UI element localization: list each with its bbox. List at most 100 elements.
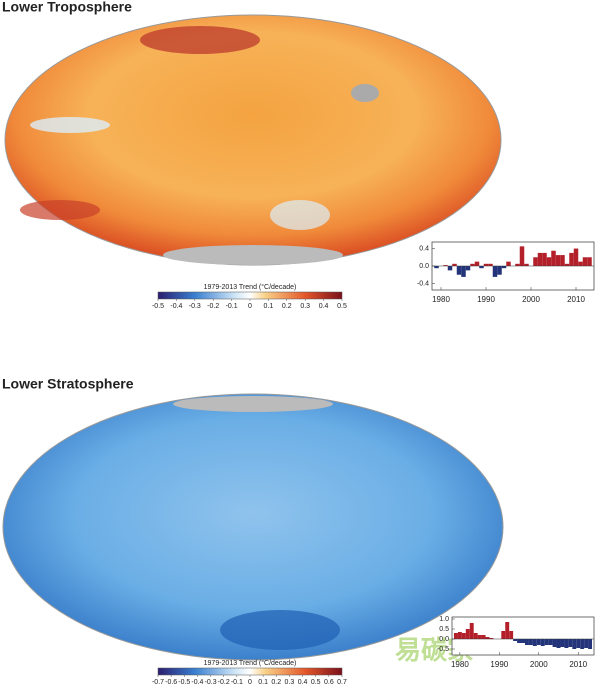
anomaly-bar <box>580 639 585 649</box>
y-tick-label: 1.0 <box>439 616 449 623</box>
anomaly-bar <box>465 266 471 271</box>
colorbar-tick-label: -0.6 <box>165 679 177 686</box>
anomaly-bar <box>546 257 552 266</box>
anomaly-bar <box>501 631 506 639</box>
colorbar-tick-label: -0.2 <box>207 303 219 310</box>
colorbar <box>157 667 343 676</box>
colorbar-tick-label: -0.4 <box>170 303 182 310</box>
anomaly-bar <box>505 622 510 639</box>
anomaly-bar <box>488 263 493 266</box>
anomaly-bar <box>453 633 458 639</box>
colorbar-tick-label: 0.4 <box>319 303 329 310</box>
anomaly-bar <box>469 623 474 639</box>
colorbar-tick-label: 0.4 <box>298 679 308 686</box>
anomaly-bar <box>528 639 533 645</box>
y-tick-label: 0.5 <box>439 626 449 633</box>
map-stratosphere <box>2 393 504 661</box>
anomaly-bar <box>481 635 486 639</box>
colorbar-tick-label: -0.3 <box>189 303 201 310</box>
colorbar-tick-label: 0.7 <box>337 679 347 686</box>
anomaly-bar <box>485 637 490 639</box>
anomaly-bar <box>497 266 502 275</box>
anomaly-bar <box>552 639 557 647</box>
anomaly-bar <box>584 639 589 648</box>
anomaly-bar <box>479 266 484 269</box>
anomaly-bar <box>548 639 553 645</box>
anomaly-bar <box>457 632 462 639</box>
anomaly-bar <box>578 261 583 266</box>
colorbar-tick-label: -0.1 <box>231 679 243 686</box>
x-tick-label: 1980 <box>432 295 450 304</box>
colorbar-tick-label: -0.1 <box>226 303 238 310</box>
x-tick-label: 1990 <box>490 660 508 669</box>
colorbar-tick-label: 0.5 <box>311 679 321 686</box>
anomaly-bar <box>473 633 478 639</box>
anomaly-bar <box>564 263 570 266</box>
colorbar-tick-label: 0.1 <box>264 303 274 310</box>
colorbar <box>157 291 343 300</box>
anomaly-bar <box>452 263 457 266</box>
colorbar-tick-label: 0.5 <box>337 303 347 310</box>
y-tick-label: 0.4 <box>419 245 429 252</box>
anomaly-bar <box>551 250 556 266</box>
anomaly-bar <box>456 266 462 275</box>
x-tick-label: 2000 <box>530 660 548 669</box>
anomaly-bar <box>564 639 569 648</box>
anomaly-bar <box>513 639 518 641</box>
anomaly-bar <box>533 257 538 266</box>
colorbar-tick-label: -0.4 <box>191 679 203 686</box>
colorbar-tick-label: 0.2 <box>282 303 292 310</box>
anomaly-bar <box>474 261 480 266</box>
colorbar-label: 1979-2013 Trend (°C/decade) <box>204 283 297 291</box>
anomaly-bar <box>434 266 439 269</box>
anomaly-bar <box>569 252 574 266</box>
anomaly-bar <box>588 639 593 649</box>
anomaly-bar <box>537 252 543 266</box>
anomaly-bar <box>492 266 498 277</box>
anomaly-bar <box>572 639 577 649</box>
anomaly-bar <box>587 257 592 266</box>
anomaly-bar <box>556 639 561 648</box>
anomaly-bar <box>582 257 588 266</box>
anomaly-bar <box>568 639 573 647</box>
y-tick-label: 0.0 <box>419 263 429 270</box>
anomaly-bar <box>483 263 489 266</box>
anomaly-bar <box>465 629 470 639</box>
anomaly-bar <box>477 635 482 639</box>
anomaly-bar <box>461 633 466 639</box>
colorbar-tick-label: -0.7 <box>152 679 164 686</box>
anomaly-bar <box>509 631 514 639</box>
y-tick-label: 0.0 <box>439 636 449 643</box>
anomaly-bar <box>576 639 581 648</box>
anomaly-bar <box>443 265 448 266</box>
y-tick-label: -0.4 <box>417 280 429 287</box>
anomaly-bar <box>461 266 466 277</box>
colorbar-label: 1979-2013 Trend (°C/decade) <box>204 659 297 667</box>
anomaly-bar <box>560 255 565 266</box>
anomaly-bar <box>517 639 522 643</box>
anomaly-bar <box>524 639 529 645</box>
anomaly-bar <box>501 266 507 269</box>
colorbar-tick-label: -0.2 <box>218 679 230 686</box>
anomaly-bar <box>447 266 453 271</box>
anomaly-bar <box>506 261 511 266</box>
anomaly-bar <box>573 248 579 266</box>
colorbar-tick-label: 0.3 <box>300 303 310 310</box>
panel-title: Lower Stratosphere <box>2 376 134 392</box>
colorbar-tick-label: 0.3 <box>285 679 295 686</box>
anomaly-bar <box>536 639 541 645</box>
x-tick-label: 1990 <box>477 295 495 304</box>
colorbar-tick-label: 0 <box>248 679 252 686</box>
colorbar-tick-label: 0.2 <box>271 679 281 686</box>
anomaly-bar <box>544 639 549 645</box>
x-tick-label: 1980 <box>451 660 469 669</box>
map-troposphere <box>4 14 502 266</box>
anomaly-bar <box>470 263 475 266</box>
anomaly-bar <box>489 638 494 639</box>
anomaly-bar <box>555 255 561 266</box>
colorbar-tick-label: 0 <box>248 303 252 310</box>
colorbar-tick-label: -0.3 <box>205 679 217 686</box>
anomaly-bar <box>521 639 525 643</box>
anomaly-bar <box>542 252 547 266</box>
